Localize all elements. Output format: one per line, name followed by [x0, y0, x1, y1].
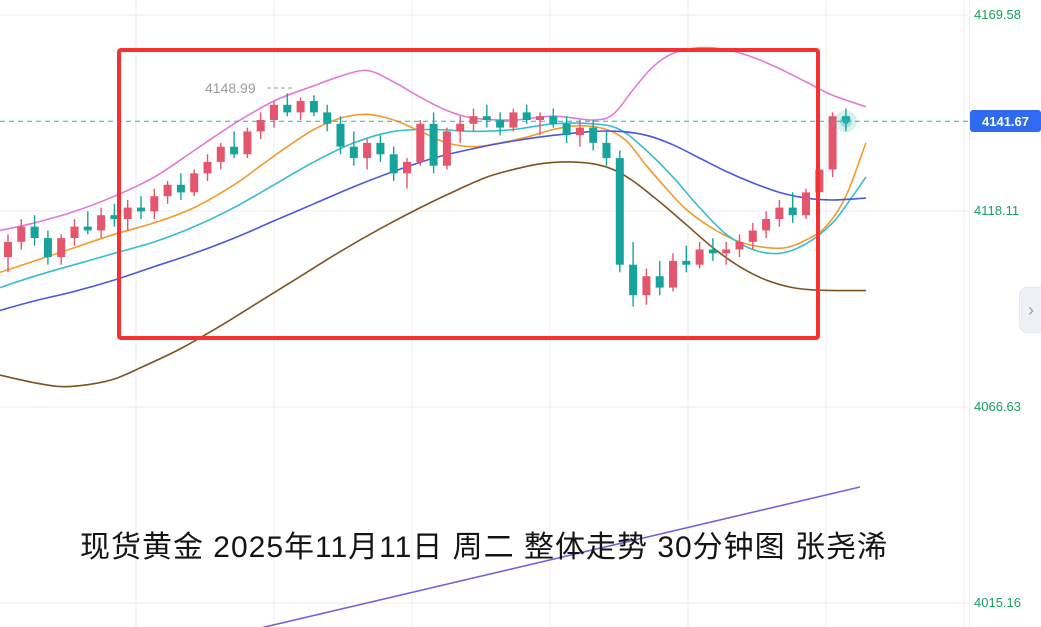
- candle-body: [43, 238, 52, 258]
- candle-body: [256, 120, 265, 132]
- line-ma-blue: [0, 130, 866, 312]
- candle-body: [150, 196, 159, 212]
- candle-body: [469, 116, 478, 124]
- candle-body: [735, 241, 744, 250]
- candle-body: [788, 207, 797, 216]
- candle-body: [110, 215, 119, 219]
- candle-body: [70, 226, 79, 238]
- candle-body: [83, 226, 92, 231]
- candle-body: [682, 260, 691, 265]
- candle-body: [589, 127, 598, 143]
- candle-body: [429, 123, 438, 166]
- candle-body: [828, 116, 837, 170]
- candle-body: [456, 123, 465, 132]
- red-annotation-box[interactable]: [117, 48, 820, 340]
- candle-body: [190, 173, 199, 193]
- candle-body: [629, 264, 638, 296]
- watermark-caption: 现货黄金 2025年11月11日 周二 整体走势 30分钟图 张尧浠: [79, 531, 889, 564]
- candle-body: [376, 142, 385, 155]
- candle-body: [97, 215, 106, 231]
- peak-price-label: 4148.99: [205, 80, 256, 96]
- candle-body: [655, 276, 664, 288]
- candle-body: [216, 146, 225, 162]
- candle-body: [163, 184, 172, 197]
- candle-body: [575, 127, 584, 136]
- axis-price-label: 4118.11: [974, 202, 1020, 218]
- candle-body: [296, 101, 305, 113]
- candle-body: [123, 207, 132, 219]
- candle-body: [416, 123, 425, 162]
- panel-expand-button[interactable]: ›: [1019, 287, 1041, 333]
- candle-body: [230, 146, 239, 155]
- candle-body: [389, 154, 398, 174]
- candle-body: [403, 161, 411, 174]
- candle-body: [522, 112, 531, 120]
- candle-body: [309, 101, 318, 113]
- trendline[interactable]: [235, 486, 861, 627]
- candle-body: [363, 142, 372, 159]
- candle-body: [323, 112, 332, 124]
- candle-body: [695, 249, 704, 265]
- axis-price-label: 4015.16: [974, 595, 1021, 611]
- candle-body: [509, 112, 518, 128]
- candle-body: [176, 184, 185, 193]
- candle-body: [496, 120, 505, 128]
- candle-body: [17, 226, 26, 242]
- candle-body: [283, 104, 292, 113]
- candle-body: [762, 219, 771, 231]
- candle-body: [442, 131, 451, 166]
- axis-price-label: 4169.58: [974, 7, 1021, 22]
- candle-body: [722, 249, 731, 254]
- candle-body: [802, 192, 810, 216]
- candle-body: [30, 226, 39, 238]
- candle-body: [642, 276, 651, 296]
- candle-body: [708, 249, 717, 254]
- candle-body: [4, 241, 12, 258]
- candle-body: [562, 123, 571, 136]
- candle-body: [243, 131, 252, 155]
- candle-body: [775, 207, 784, 219]
- current-price-tag: 4141.67: [970, 110, 1041, 133]
- candle-body: [203, 161, 212, 174]
- candle-body: [536, 116, 544, 120]
- current-price-value: 4141.67: [982, 113, 1029, 129]
- candle-body: [669, 260, 677, 288]
- candle-body: [349, 146, 358, 159]
- candle-body: [336, 123, 345, 147]
- candle-body: [748, 230, 757, 242]
- line-lower-band-brown: [0, 161, 866, 388]
- candle-body: [602, 142, 611, 159]
- candle-body: [57, 238, 66, 258]
- candle-body: [549, 116, 558, 124]
- candle-body: [482, 116, 491, 120]
- chevron-right-icon: ›: [1028, 299, 1034, 320]
- candle-body: [137, 207, 145, 212]
- axis-price-label: 4066.63: [974, 399, 1021, 415]
- candle-body: [615, 158, 624, 265]
- last-price-dot: [842, 118, 849, 125]
- candle-body: [270, 104, 278, 120]
